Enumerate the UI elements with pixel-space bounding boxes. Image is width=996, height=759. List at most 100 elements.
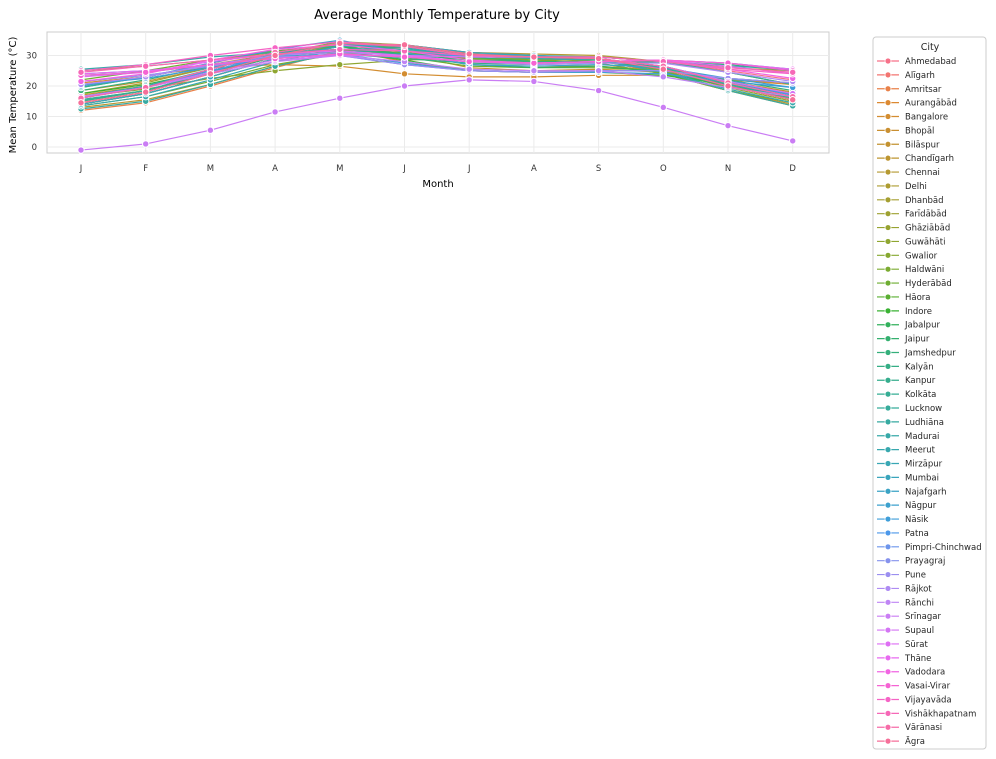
legend-item: Pimpri-Chinchwad	[877, 543, 982, 553]
data-point	[206, 70, 215, 78]
legend-swatch-marker	[884, 390, 892, 398]
legend-swatch-marker	[884, 140, 892, 148]
data-point	[142, 88, 150, 96]
data-point	[789, 68, 797, 76]
series	[77, 76, 797, 154]
legend-label: Vishākhapatnam	[905, 709, 976, 719]
series-line	[80, 48, 793, 73]
legend-item: Mumbai	[877, 473, 939, 483]
legend-item: Ludhiāna	[877, 418, 944, 428]
legend-item: Jamshedpur	[877, 348, 956, 358]
legend-item: Vadodara	[877, 668, 945, 678]
legend-label: Aurangābād	[905, 99, 957, 109]
legend-swatch-marker	[884, 321, 892, 329]
x-tick-label: J	[402, 164, 406, 174]
legend-label: Srīnagar	[905, 612, 941, 622]
legend-label: Vasai-Virar	[905, 682, 951, 692]
legend-label: Nāgpur	[905, 501, 937, 511]
legend-label: Mumbai	[905, 473, 939, 483]
legend-swatch-marker	[884, 168, 892, 176]
data-point	[724, 121, 732, 130]
y-tick-label: 30	[26, 52, 37, 62]
legend-label: Chennai	[905, 168, 940, 178]
legend-item: Āgra	[877, 736, 925, 747]
data-point	[142, 62, 150, 70]
legend-item: Jabalpur	[877, 321, 940, 331]
data-point	[77, 99, 85, 107]
data-point	[594, 54, 603, 63]
legend-title: City	[921, 42, 940, 53]
data-point	[789, 96, 797, 104]
legend-item: Srīnagar	[877, 612, 941, 622]
legend-label: Sūrat	[905, 640, 928, 650]
data-point	[400, 53, 409, 61]
legend-item: Mirzāpur	[877, 460, 943, 470]
legend-swatch-marker	[884, 571, 892, 578]
legend-swatch-marker	[884, 446, 892, 454]
legend: City Ahmedabad Alīgarh Amritsar Aurangābād B…	[872, 36, 987, 750]
data-point	[659, 73, 667, 81]
legend-label: Thāne	[904, 654, 931, 664]
legend-item: Vijayavāda	[877, 695, 952, 705]
y-axis-label: Mean Temperature (°C)	[8, 37, 19, 154]
legend-label: Patna	[905, 529, 929, 539]
legend-item: Najafgarh	[877, 487, 946, 497]
legend-label: Bilāspur	[905, 140, 940, 150]
data-point	[206, 126, 215, 134]
data-point	[530, 53, 538, 61]
x-axis-label: Month	[422, 179, 453, 190]
legend-item: Delhi	[877, 182, 927, 192]
legend-swatch-marker	[884, 293, 892, 301]
legend-item: Vishākhapatnam	[877, 709, 976, 719]
legend-item: Ahmedabad	[877, 57, 956, 67]
data-point	[659, 103, 667, 112]
legend-item: Patna	[877, 529, 929, 539]
legend-label: Kanpur	[905, 376, 936, 386]
legend-label: Madurai	[905, 432, 939, 442]
legend-label: Indore	[905, 307, 932, 317]
y-tick-label: 20	[26, 82, 37, 92]
legend-label: Dhanbād	[905, 196, 944, 206]
legend-label: Meerut	[905, 446, 936, 456]
legend-swatch-marker	[884, 224, 892, 231]
legend-item: Dhanbād	[877, 196, 944, 206]
legend-item: Chandīgarh	[877, 154, 954, 164]
data-point	[530, 67, 538, 75]
legend-swatch-marker	[884, 251, 892, 259]
legend-label: Pimpri-Chinchwad	[905, 543, 982, 553]
legend-item: Farīdābād	[877, 210, 947, 220]
data-point	[271, 108, 279, 116]
legend-item: Indore	[877, 307, 932, 317]
legend-label: Haldwāni	[905, 265, 944, 275]
legend-label: Hyderābād	[905, 279, 952, 289]
legend-swatch-marker	[884, 182, 892, 190]
data-point	[724, 64, 732, 72]
legend-item: Kolkāta	[877, 390, 936, 400]
data-point	[465, 57, 473, 66]
legend-label: Guwāhāti	[905, 237, 945, 247]
x-tick-label: O	[660, 164, 667, 174]
series-line	[80, 42, 793, 104]
legend-item: Alīgarh	[877, 71, 935, 81]
y-tick-label: 10	[26, 113, 37, 123]
series-line	[80, 53, 793, 76]
legend-label: Prayagraj	[905, 557, 945, 567]
series	[77, 39, 797, 107]
legend-item: Bangalore	[877, 113, 948, 123]
data-point	[336, 60, 344, 69]
legend-item: Guwāhāti	[877, 237, 945, 247]
chart-title: Average Monthly Temperature by City	[314, 8, 560, 23]
legend-swatch-marker	[884, 515, 892, 523]
data-point	[465, 76, 473, 84]
legend-swatch-marker	[884, 362, 892, 370]
legend-item: Rājkot	[877, 584, 932, 594]
legend-swatch-marker	[884, 404, 892, 412]
legend-item: Ghāziābād	[877, 224, 950, 234]
legend-swatch-marker	[884, 668, 892, 676]
x-tick-label: J	[467, 164, 471, 174]
series-line	[80, 42, 793, 99]
legend-item: Nāgpur	[877, 501, 937, 511]
legend-swatch-marker	[884, 71, 892, 79]
legend-label: Amritsar	[905, 85, 942, 95]
data-point	[336, 39, 344, 47]
